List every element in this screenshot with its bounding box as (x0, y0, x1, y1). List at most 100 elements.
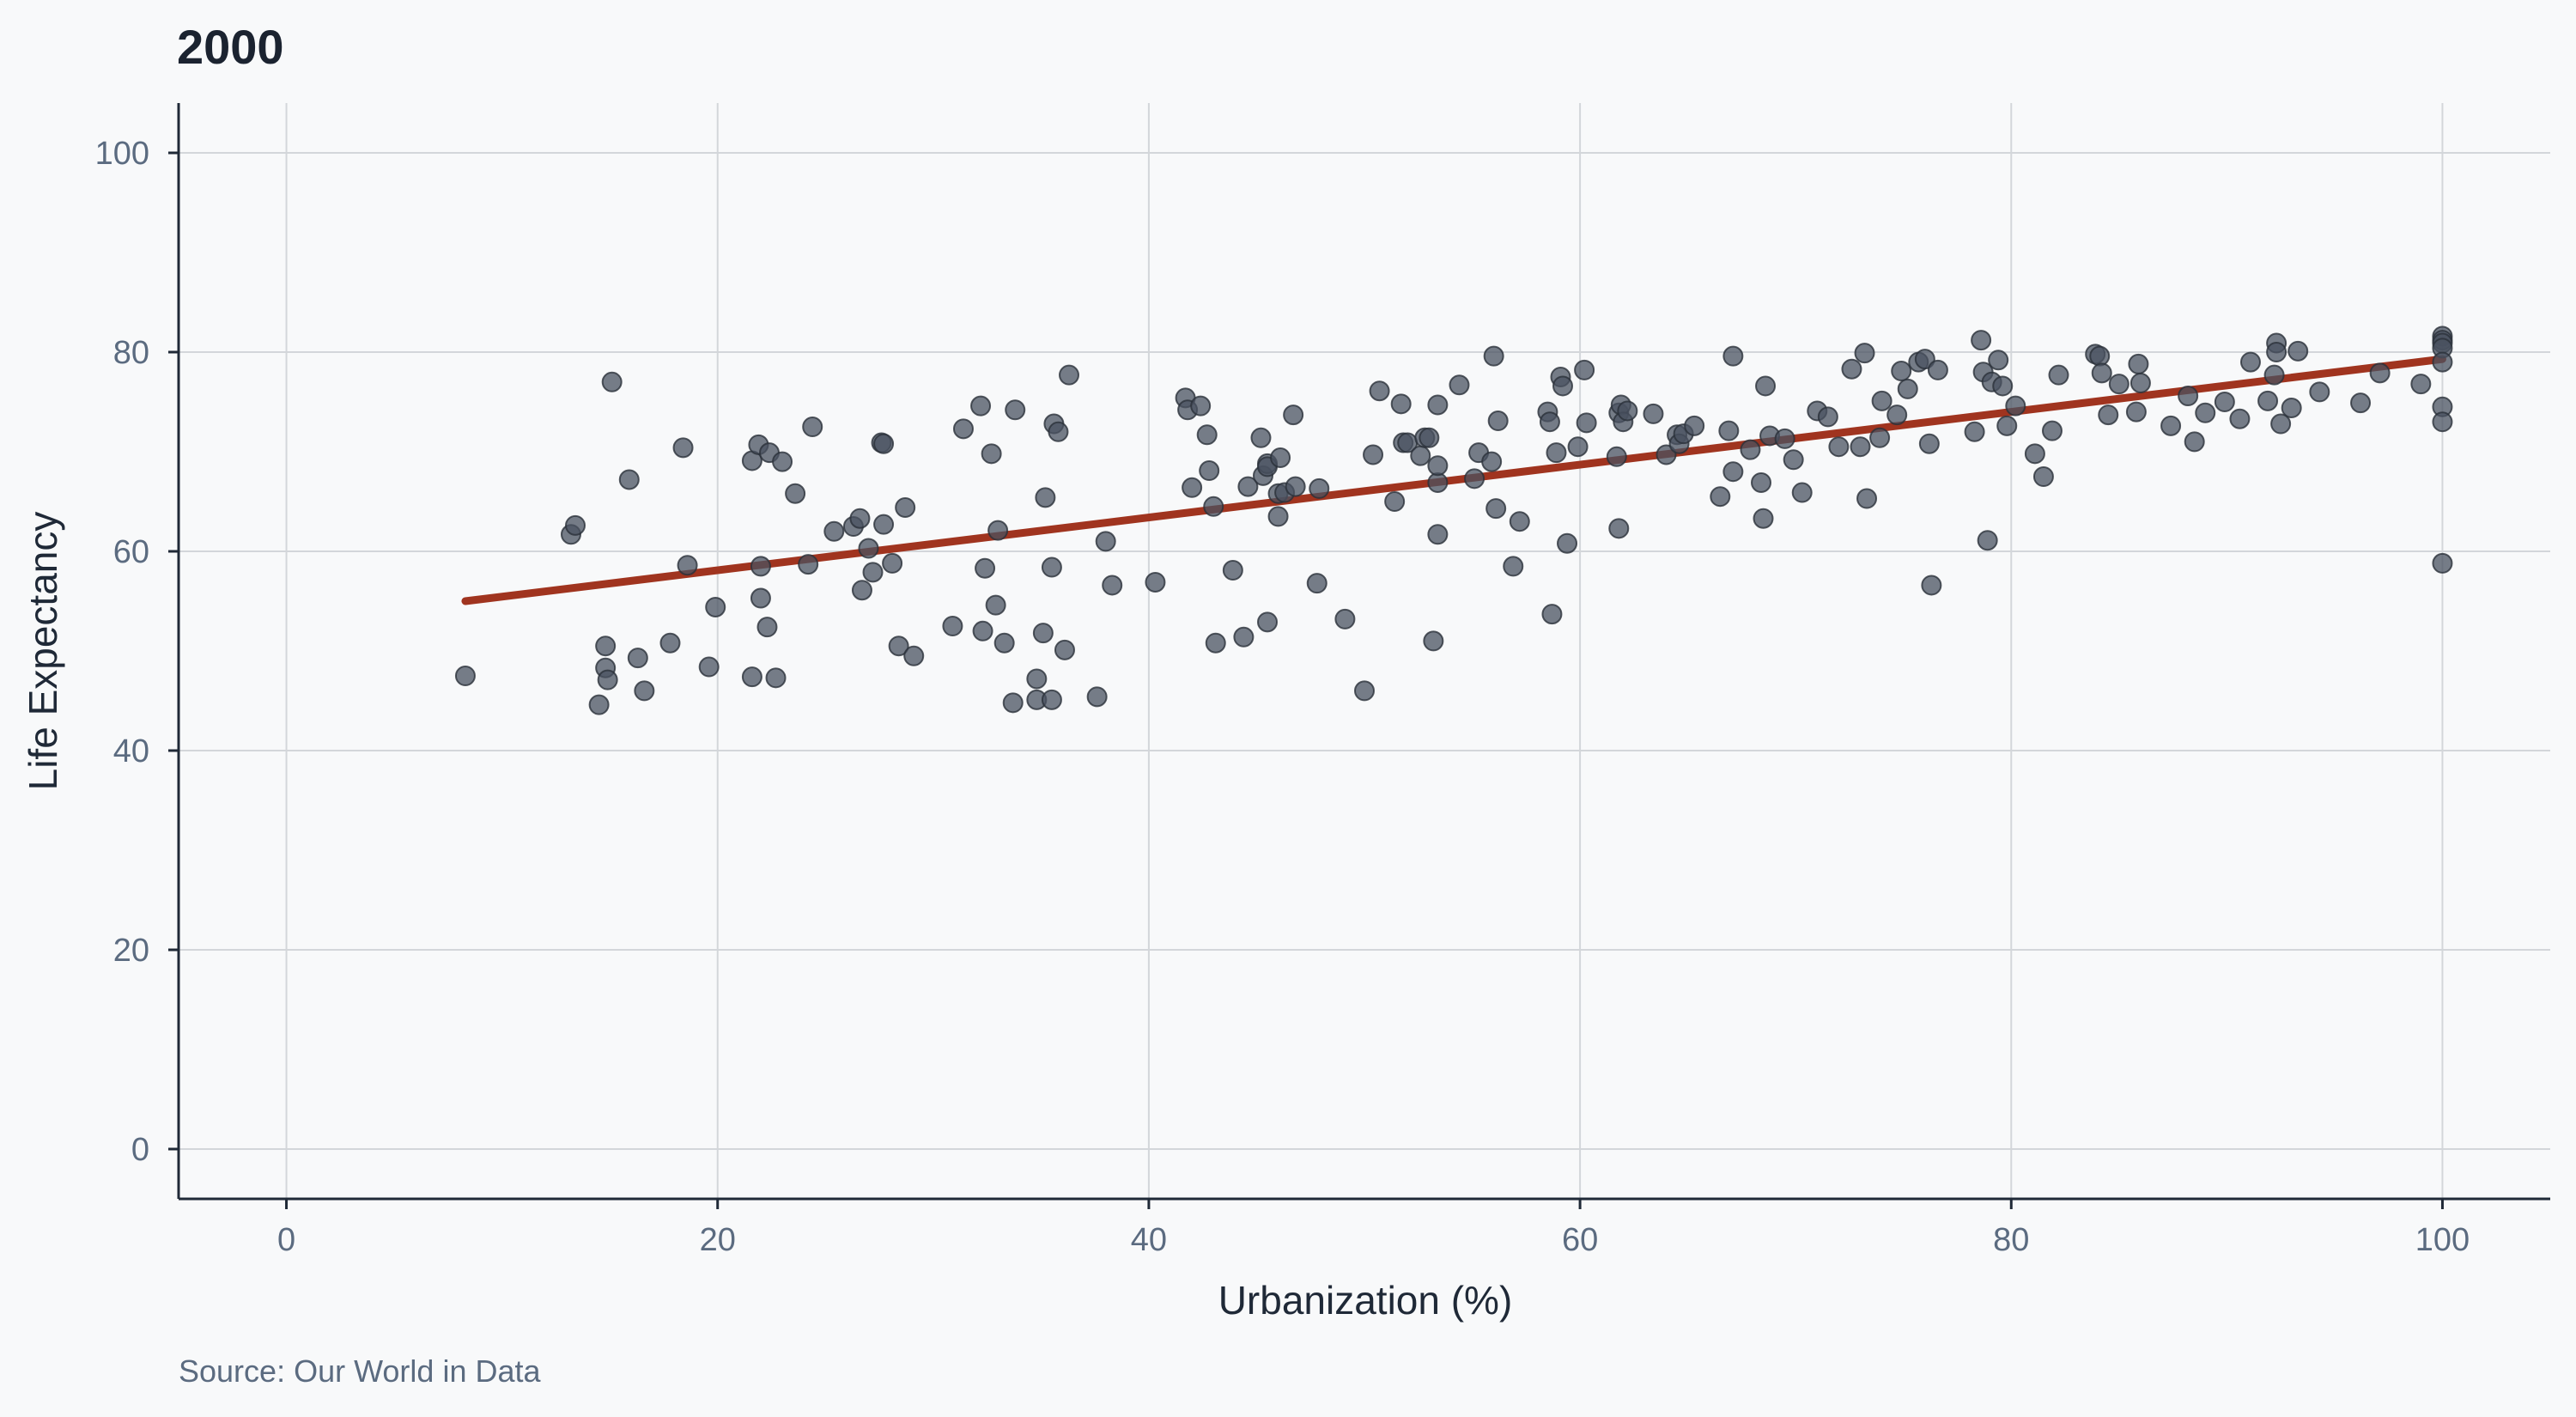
data-point (2239, 351, 2261, 373)
data-point (1095, 531, 1116, 552)
data-point (2098, 404, 2119, 426)
data-point (972, 620, 993, 642)
data-point (741, 666, 762, 688)
data-point (1617, 400, 1638, 422)
x-tick-label: 20 (700, 1222, 736, 1258)
data-point (1996, 415, 2018, 436)
data-point (698, 656, 720, 678)
data-point (588, 694, 610, 715)
data-point (1002, 692, 1024, 714)
data-point (772, 451, 793, 472)
x-tick-label: 100 (2415, 1222, 2470, 1258)
data-point (1552, 375, 1574, 397)
data-point (2350, 392, 2372, 414)
data-point (1309, 477, 1330, 499)
data-point (1048, 421, 1069, 442)
chart-title: 2000 (177, 20, 284, 74)
data-point (2270, 413, 2292, 435)
data-point (2184, 431, 2205, 453)
data-point (634, 680, 655, 702)
data-point (2091, 362, 2112, 384)
data-point (1783, 449, 1804, 471)
data-point (1267, 506, 1289, 527)
data-point (888, 636, 909, 657)
data-point (2229, 408, 2251, 429)
x-tick-label: 40 (1131, 1222, 1167, 1258)
data-point (705, 596, 726, 617)
x-tick-label: 80 (1993, 1222, 2029, 1258)
data-point (2024, 443, 2045, 465)
data-point (1182, 477, 1203, 498)
data-point (1918, 433, 1940, 454)
data-point (1774, 428, 1795, 449)
data-point (1035, 487, 1056, 508)
data-point (1841, 358, 1862, 380)
data-point (1977, 530, 1998, 551)
data-point (2432, 411, 2453, 433)
data-point (1891, 361, 1912, 382)
data-point (1828, 436, 1850, 458)
data-point (1203, 496, 1224, 517)
data-point (1487, 411, 1509, 432)
data-point (1869, 427, 1891, 448)
data-point (981, 443, 1002, 465)
data-point (1449, 374, 1470, 396)
data-point (2195, 402, 2216, 423)
data-point (1363, 444, 1384, 465)
data-point (1257, 611, 1279, 633)
data-point (1927, 359, 1948, 380)
data-points (454, 325, 2453, 715)
data-point (765, 667, 787, 689)
data-point (1539, 411, 1560, 433)
data-point (2287, 340, 2309, 362)
data-point (2369, 362, 2391, 384)
data-point (1233, 626, 1255, 648)
data-point (2041, 420, 2063, 441)
data-point (1791, 482, 1813, 503)
data-point (1753, 508, 1774, 529)
x-axis-label: Urbanization (%) (1218, 1278, 1513, 1323)
data-point (1608, 518, 1630, 539)
data-point (1483, 345, 1504, 367)
data-point (2281, 397, 2302, 418)
data-point (1718, 420, 1740, 441)
data-point (1481, 451, 1503, 472)
data-point (1971, 330, 1992, 351)
tick-labels: 0 20 40 60 80 100 0 20 40 60 80 100 (95, 136, 2470, 1258)
data-point (1145, 571, 1166, 593)
data-point (1557, 532, 1578, 554)
data-point (1722, 461, 1744, 483)
data-point (2125, 401, 2147, 423)
data-point (677, 555, 698, 576)
data-point (601, 371, 623, 392)
data-point (627, 648, 648, 669)
data-point (1306, 573, 1327, 594)
data-point (1102, 575, 1123, 596)
data-point (993, 632, 1015, 654)
data-point (895, 496, 916, 518)
data-point (2160, 415, 2182, 436)
data-point (659, 632, 681, 654)
data-point (1032, 623, 1054, 644)
data-point (1921, 575, 1942, 596)
data-point (823, 520, 845, 542)
data-point (802, 417, 823, 437)
data-point (454, 666, 476, 686)
data-point (1354, 680, 1375, 702)
data-point (1427, 524, 1449, 545)
data-point (1410, 445, 1431, 466)
data-point (1850, 436, 1871, 458)
data-point (2089, 345, 2111, 367)
data-point (1464, 468, 1485, 490)
data-point (750, 556, 771, 577)
data-point (756, 617, 778, 638)
data-point (942, 616, 963, 636)
data-point (858, 538, 879, 559)
data-point (1643, 403, 1664, 424)
data-point (1427, 455, 1449, 477)
data-point (851, 580, 872, 601)
data-point (1576, 412, 1597, 434)
data-point (1541, 604, 1563, 625)
